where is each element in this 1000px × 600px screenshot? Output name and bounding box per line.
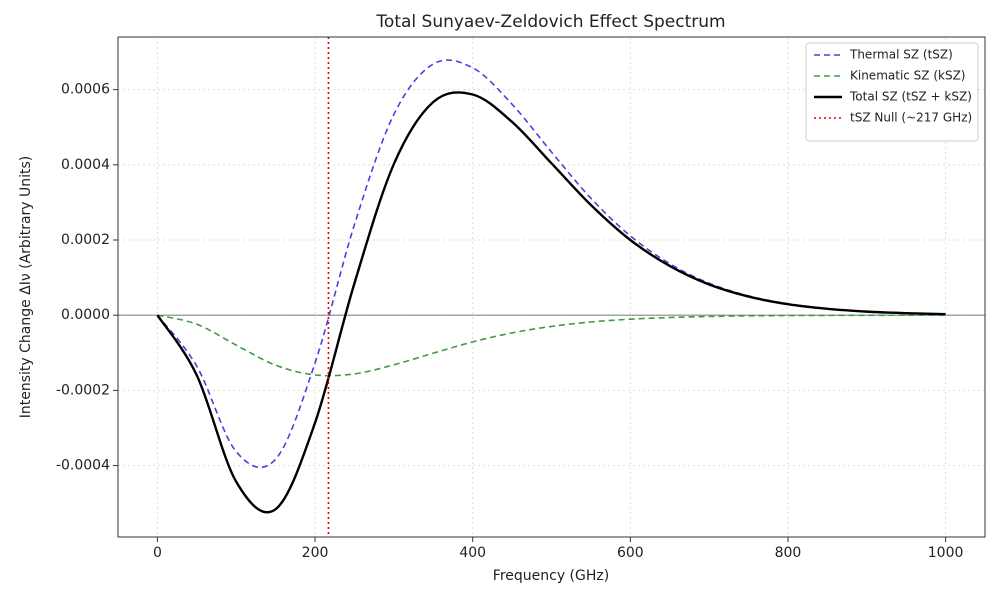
- x-tick-label: 800: [775, 545, 802, 561]
- x-axis-label: Frequency (GHz): [493, 568, 609, 584]
- chart-title: Total Sunyaev-Zeldovich Effect Spectrum: [375, 12, 725, 32]
- y-tick-label: -0.0002: [56, 382, 110, 398]
- legend-label: tSZ Null (~217 GHz): [850, 111, 972, 125]
- x-tick-label: 0: [153, 545, 162, 561]
- x-tick-label: 600: [617, 545, 644, 561]
- y-tick-label: 0.0000: [61, 307, 110, 323]
- series-line: [156, 59, 946, 469]
- x-tick-label: 200: [302, 545, 329, 561]
- y-tick-label: 0.0006: [61, 82, 110, 98]
- legend-box: [805, 42, 979, 142]
- legend-label: Total SZ (tSZ + kSZ): [849, 90, 972, 104]
- series-line: [156, 91, 946, 514]
- y-tick-label: 0.0004: [61, 157, 110, 173]
- series-line: [157, 314, 946, 377]
- y-tick-label: -0.0004: [56, 458, 110, 474]
- x-tick-label: 400: [459, 545, 486, 561]
- y-axis-label: Intensity Change ΔIν (Arbitrary Units): [18, 156, 34, 419]
- legend-label: Kinematic SZ (kSZ): [850, 69, 966, 83]
- plot-frame: [117, 36, 986, 538]
- x-tick-label: 1000: [928, 545, 964, 561]
- y-tick-label: 0.0002: [61, 232, 110, 248]
- legend-label: Thermal SZ (tSZ): [849, 48, 953, 62]
